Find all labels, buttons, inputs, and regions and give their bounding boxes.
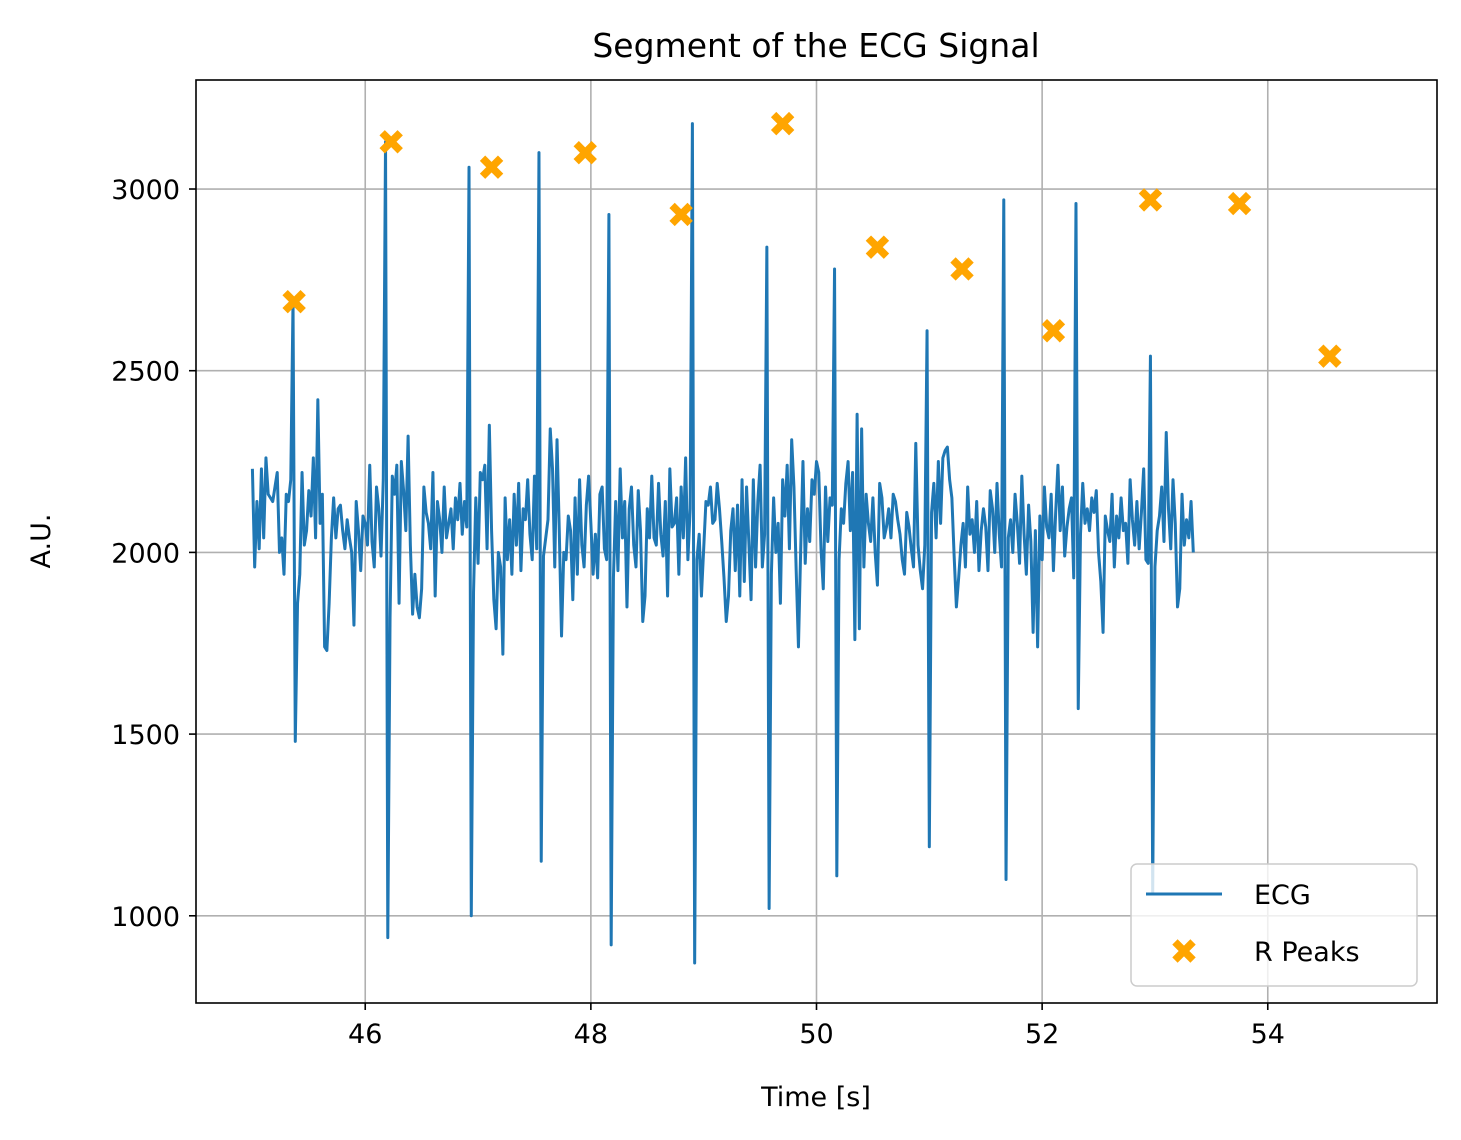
x-tick-label: 52 xyxy=(1025,1019,1059,1050)
r-peak-marker xyxy=(1041,319,1066,343)
x-axis-label: Time [s] xyxy=(760,1082,871,1113)
y-tick-label: 1500 xyxy=(111,720,180,751)
legend-ecg-label: ECG xyxy=(1254,880,1311,911)
r-peak-marker xyxy=(865,235,890,259)
y-tick-label: 3000 xyxy=(111,175,180,206)
y-tick-label: 2500 xyxy=(111,357,180,388)
y-axis-label: A.U. xyxy=(26,514,57,569)
r-peak-marker xyxy=(1227,191,1252,216)
x-tick-label: 54 xyxy=(1251,1019,1285,1050)
r-peak-marker xyxy=(669,202,693,227)
y-tick-label: 1000 xyxy=(111,902,180,933)
r-peak-marker xyxy=(479,155,504,179)
r-peak-marker xyxy=(1138,188,1163,212)
x-tick-label: 46 xyxy=(348,1019,382,1050)
r-peaks-markers xyxy=(282,111,1342,368)
legend-r-peaks-label: R Peaks xyxy=(1254,937,1360,968)
axis-ticks: 46 48 50 52 54 1000 1500 2000 2500 3000 xyxy=(111,175,1285,1050)
r-peak-marker xyxy=(282,289,306,314)
legend-r-peak-marker xyxy=(1172,939,1196,963)
r-peak-marker xyxy=(950,257,974,281)
x-tick-label: 50 xyxy=(799,1019,833,1050)
x-tick-label: 48 xyxy=(574,1019,608,1050)
y-tick-label: 2000 xyxy=(111,538,180,569)
r-peak-marker xyxy=(573,140,597,165)
legend: ECG R Peaks xyxy=(1130,863,1418,987)
chart-title: Segment of the ECG Signal xyxy=(592,26,1039,65)
r-peak-marker xyxy=(770,111,795,136)
ecg-series-line xyxy=(250,122,1195,965)
legend-r-peaks-swatch xyxy=(1172,939,1196,963)
r-peak-marker xyxy=(1318,344,1342,368)
r-peak-marker xyxy=(379,130,403,154)
